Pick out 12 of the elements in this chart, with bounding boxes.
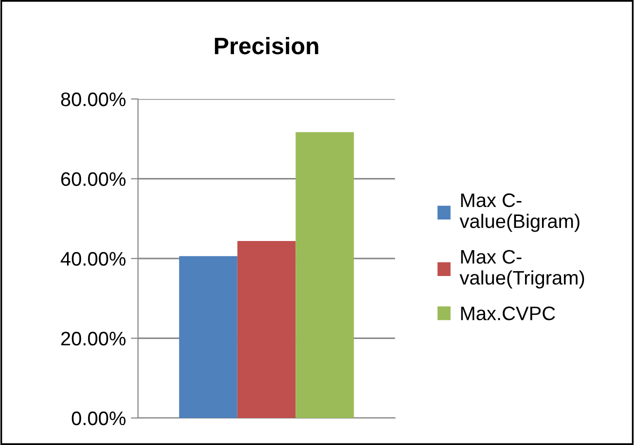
y-tick-label: 80.00% [61, 92, 126, 106]
bar [296, 132, 354, 418]
bar [237, 240, 296, 418]
y-tick-label: 0.00% [72, 411, 126, 426]
legend-label: Max C-value(Bigram) [460, 193, 580, 232]
chart-title: Precision [214, 36, 318, 54]
legend-label: Max.CVPC [461, 306, 556, 320]
y-tick-label: 60.00% [61, 172, 126, 186]
legend-label: Max C-value(Trigram) [460, 250, 584, 289]
y-tick-label: 20.00% [61, 332, 126, 346]
y-tick-label: 40.00% [60, 252, 126, 266]
bar [179, 256, 238, 418]
